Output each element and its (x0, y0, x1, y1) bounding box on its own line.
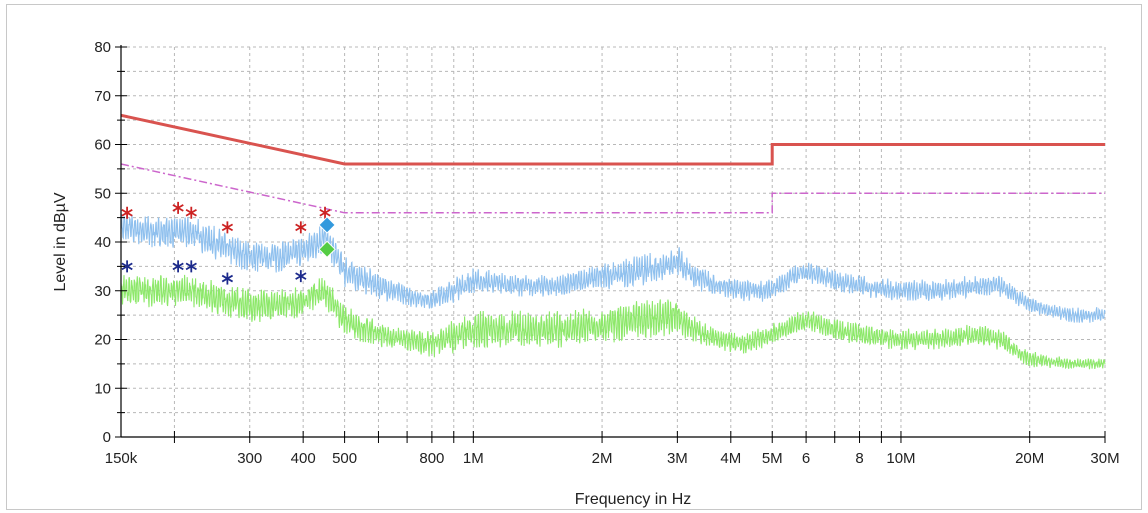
peak-marker-asterisk (295, 270, 307, 283)
emission-chart: 0 10 20 30 40 50 60 70 80 150k 300 400 500 800 1M 2M 3M 4… (52, 39, 1120, 508)
x-tick-label: 20M (1015, 450, 1044, 467)
x-tick-label: 150k (105, 450, 138, 467)
y-tick-label: 50 (94, 185, 111, 202)
x-tick-label: 500 (332, 450, 357, 467)
y-tick-label: 80 (94, 39, 111, 56)
peak-marker-asterisk (172, 201, 184, 214)
series-line-2 (120, 274, 1106, 370)
peak-marker-asterisk (185, 206, 197, 219)
y-tick-label: 70 (94, 88, 111, 105)
peak-marker-diamond (318, 240, 336, 259)
peak-marker-asterisk (295, 221, 307, 234)
axes: 0 10 20 30 40 50 60 70 80 150k 300 400 500 800 1M 2M 3M 4… (94, 39, 1119, 467)
x-tick-label: 300 (237, 450, 262, 467)
limit-line-2 (120, 163, 1105, 214)
chart-frame: 0 10 20 30 40 50 60 70 80 150k 300 400 500 800 1M 2M 3M 4… (6, 4, 1142, 510)
x-tick-label: 4M (720, 450, 741, 467)
y-tick-label: 40 (94, 234, 111, 251)
peak-marker-asterisk (121, 206, 133, 219)
x-tick-label: 5M (762, 450, 783, 467)
limit-line-1 (120, 113, 1105, 166)
x-tick-label: 6 (802, 450, 810, 467)
peak-marker-asterisk (172, 260, 184, 273)
x-tick-label: 2M (592, 450, 613, 467)
y-tick-label: 0 (103, 429, 111, 446)
y-axis-title: Level in dBµV (52, 192, 69, 291)
peak-marker-asterisk (185, 260, 197, 273)
x-tick-label: 8 (855, 450, 863, 467)
x-axis-title: Frequency in Hz (575, 491, 692, 508)
peak-marker-asterisk (221, 221, 234, 234)
markers (121, 201, 336, 285)
x-tick-label: 800 (419, 450, 444, 467)
limit-lines (120, 113, 1105, 214)
x-tick-label: 1M (463, 450, 484, 467)
peak-marker-diamond (318, 216, 336, 234)
series-line-1 (120, 213, 1106, 323)
y-tick-label: 30 (94, 283, 111, 300)
grid (121, 46, 1106, 437)
peak-marker-asterisk (319, 206, 331, 219)
x-tick-label: 3M (667, 450, 688, 467)
peak-marker-asterisk (221, 272, 234, 285)
y-tick-label: 20 (94, 332, 111, 349)
series (120, 213, 1106, 370)
x-tick-label: 30M (1090, 450, 1119, 467)
y-tick-label: 10 (94, 380, 111, 397)
y-tick-label: 60 (94, 137, 111, 154)
peak-marker-asterisk (121, 260, 133, 273)
x-tick-label: 10M (886, 450, 915, 467)
x-tick-label: 400 (291, 450, 316, 467)
